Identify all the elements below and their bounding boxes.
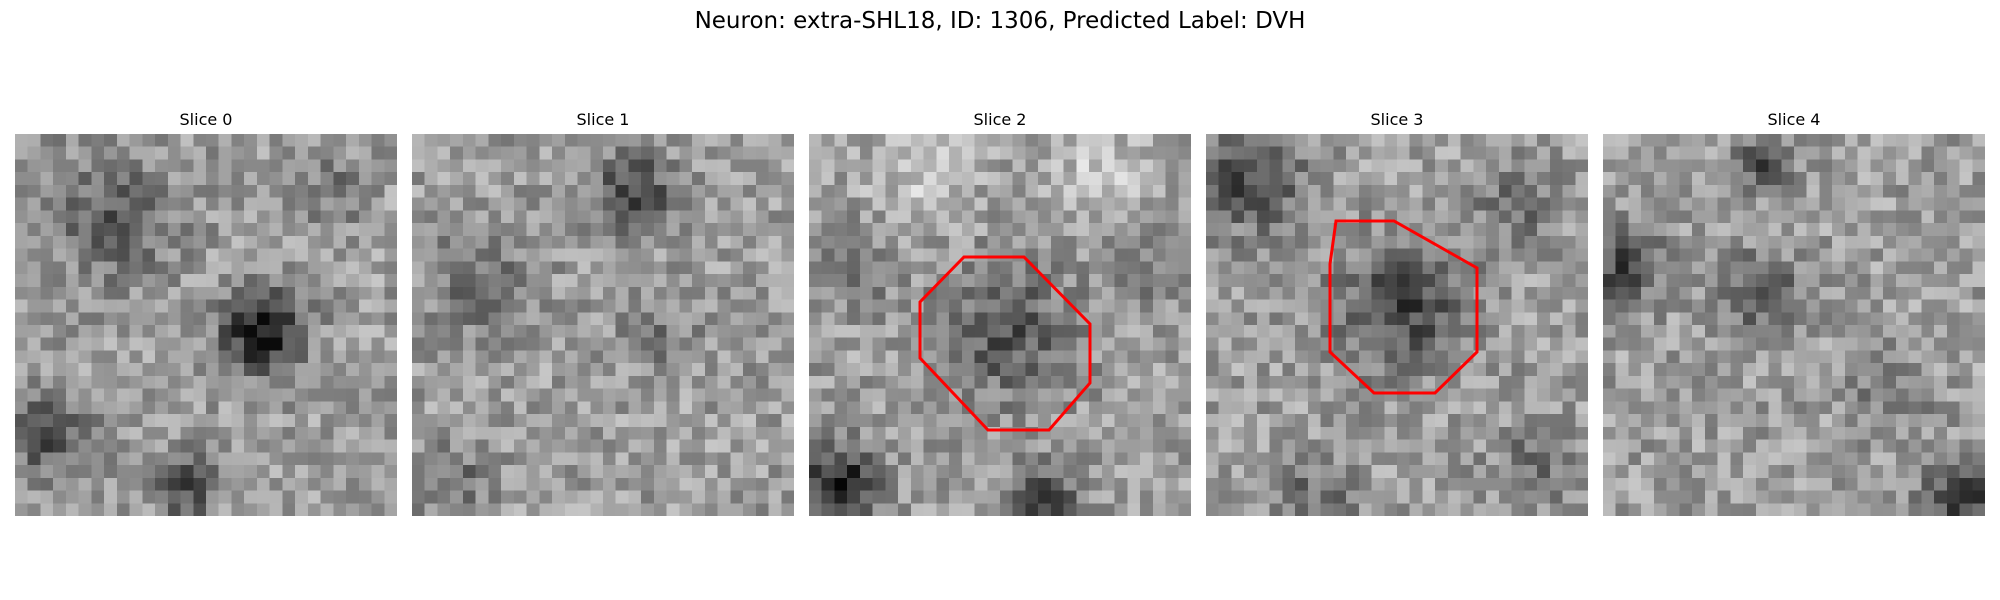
slice-3-roi-overlay xyxy=(1328,219,1479,395)
slice-4-canvas xyxy=(1603,134,1985,516)
slice-4-image xyxy=(1603,134,1985,516)
slice-0-title: Slice 0 xyxy=(179,110,233,129)
slice-0-image xyxy=(15,134,397,516)
slice-2-canvas xyxy=(809,134,1191,516)
slice-3-roi-outline xyxy=(1328,219,1479,395)
slice-4-title: Slice 4 xyxy=(1767,110,1821,129)
slice-2-roi-outline xyxy=(918,255,1092,432)
slice-2-roi-overlay xyxy=(918,255,1092,432)
slice-3-image xyxy=(1206,134,1588,516)
slice-3-title: Slice 3 xyxy=(1370,110,1424,129)
slice-1-image xyxy=(412,134,794,516)
slice-2-image xyxy=(809,134,1191,516)
figure-title: Neuron: extra-SHL18, ID: 1306, Predicted… xyxy=(694,8,1306,34)
slice-2-title: Slice 2 xyxy=(973,110,1027,129)
slice-0-canvas xyxy=(15,134,397,516)
slice-1-canvas xyxy=(412,134,794,516)
slice-1-title: Slice 1 xyxy=(576,110,630,129)
slice-3-canvas xyxy=(1206,134,1588,516)
